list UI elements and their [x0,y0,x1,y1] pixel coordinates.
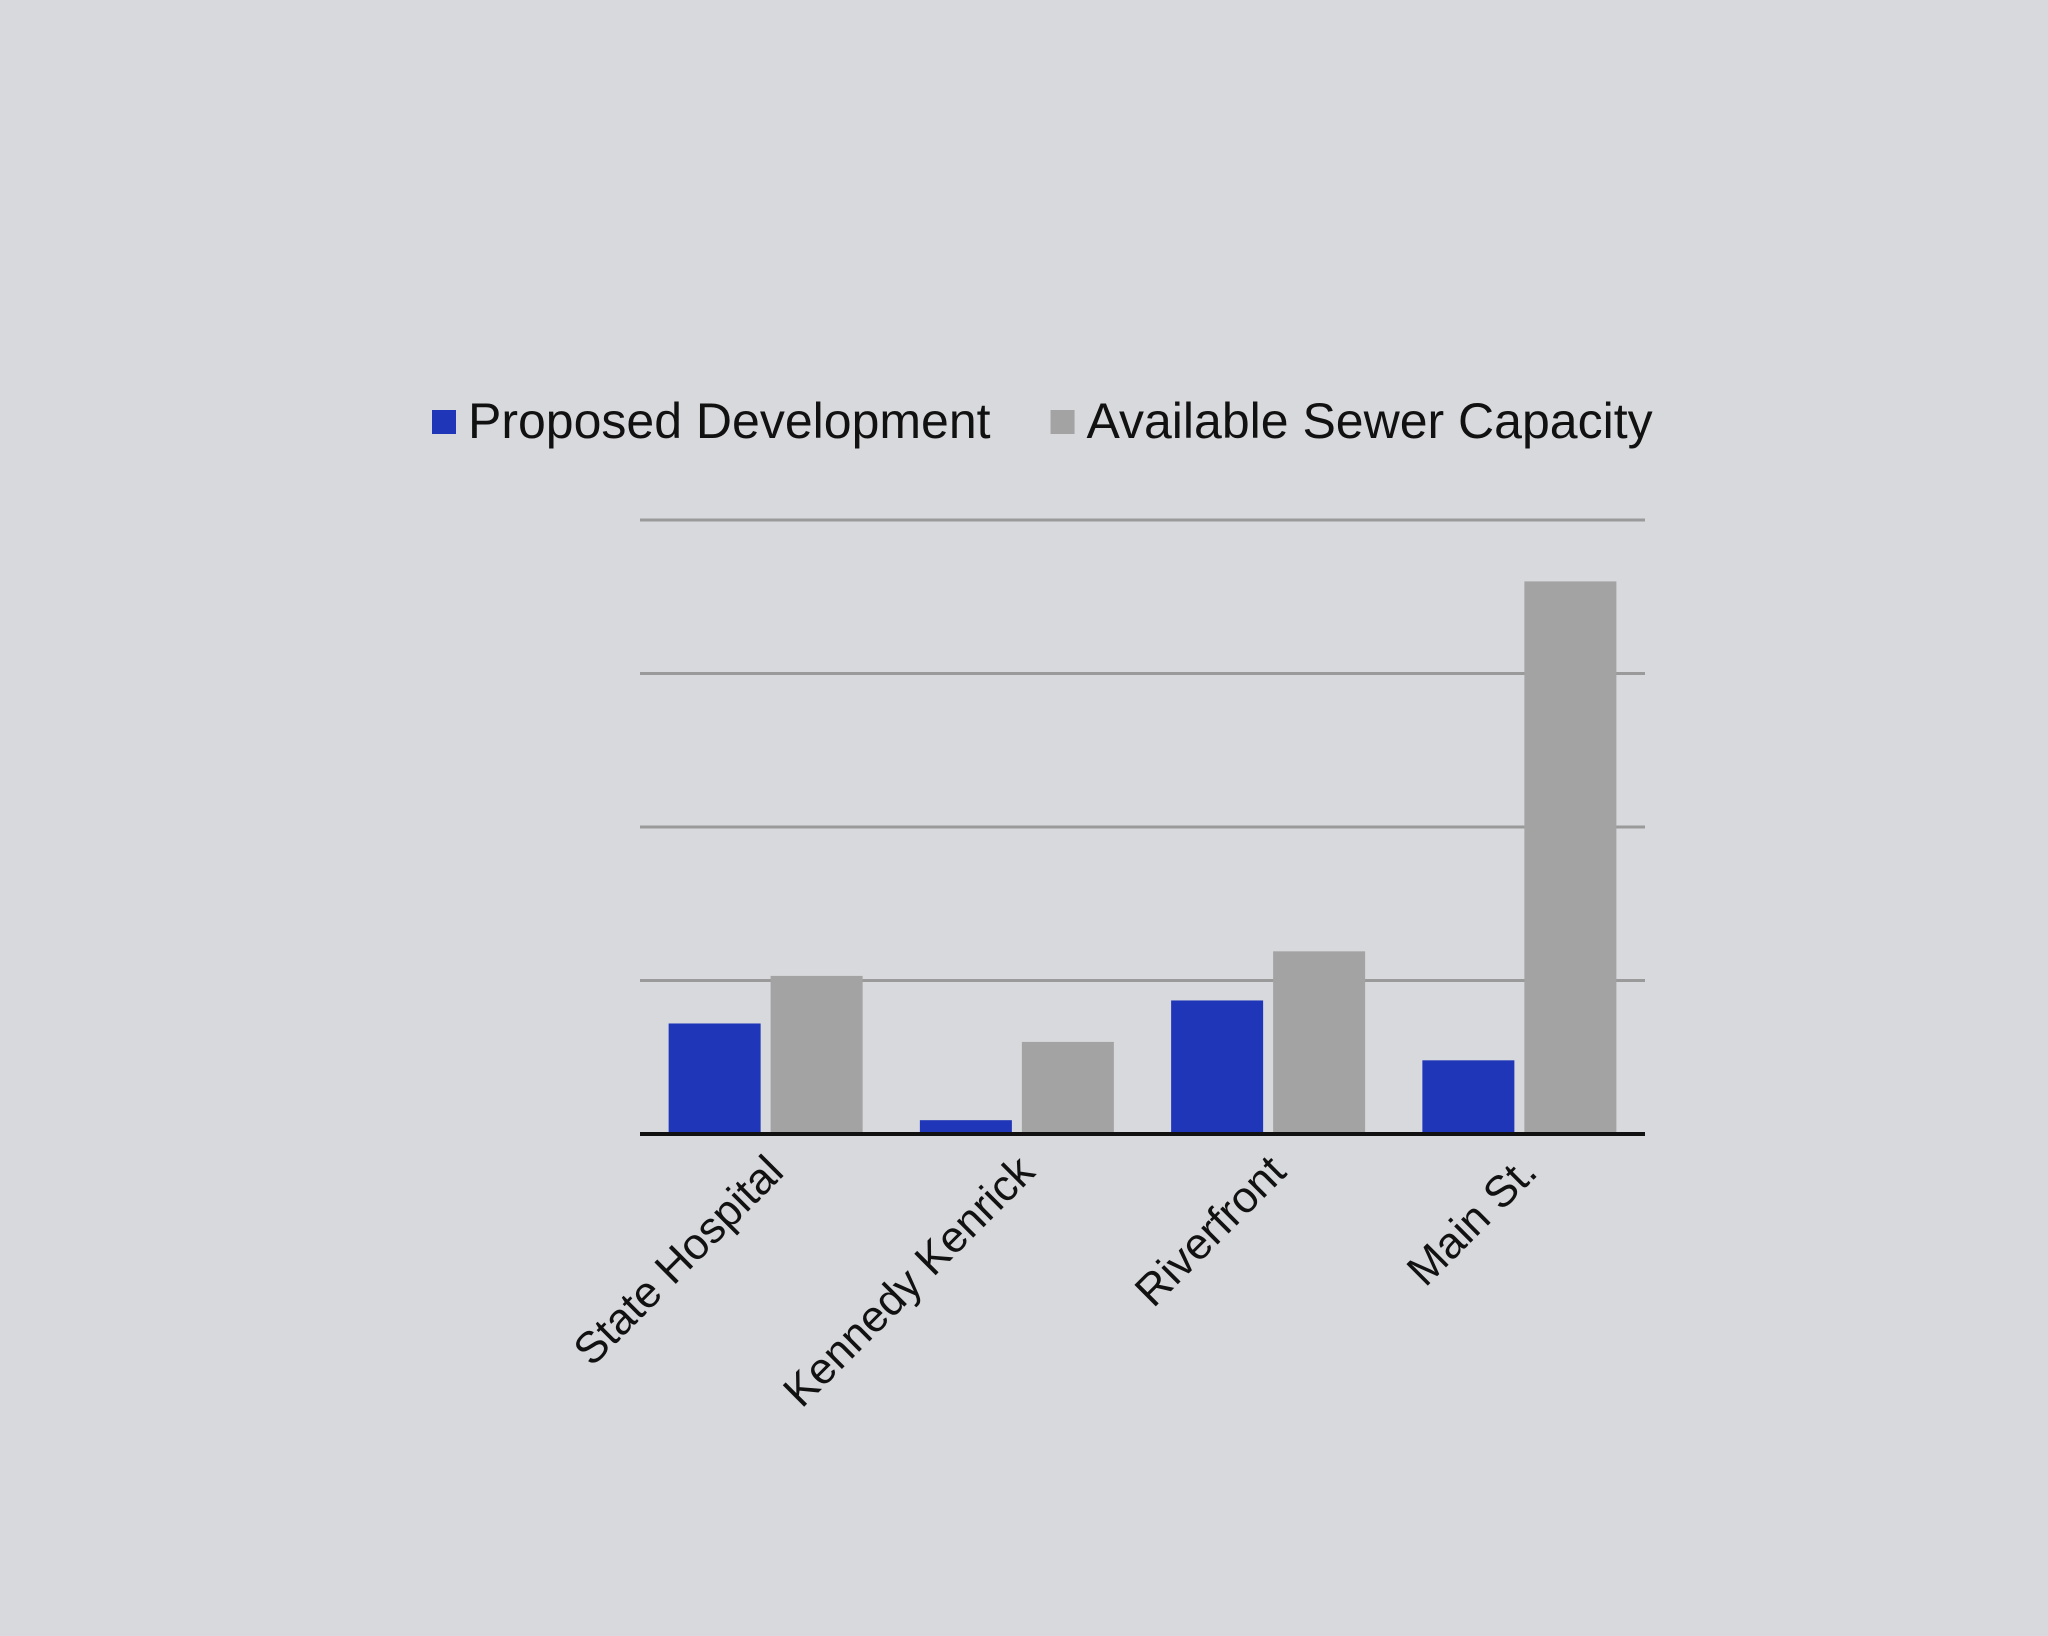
bar [770,975,863,1134]
legend: Proposed Development Available Sewer Capa… [432,393,1653,449]
legend-swatch [432,410,456,434]
bar [1422,1060,1515,1134]
legend-label: Proposed Development [468,393,991,449]
bar [1524,581,1617,1134]
legend-label: Available Sewer Capacity [1087,393,1653,449]
bar [1273,951,1366,1134]
bar [919,1120,1012,1134]
bar [1021,1041,1114,1134]
legend-swatch [1050,410,1075,434]
bar [668,1023,761,1134]
bar [1171,1000,1264,1134]
